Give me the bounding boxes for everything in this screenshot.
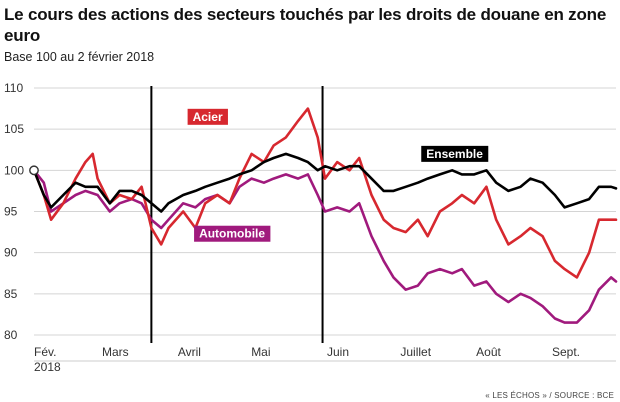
- series-line-acier: [32, 107, 618, 279]
- y-tick-label: 85: [4, 287, 18, 301]
- series-label-box: [421, 145, 489, 162]
- x-tick-label: 2018: [34, 360, 61, 374]
- base-markers: [29, 165, 39, 176]
- series-labels: Acier Ensemble Automobile: [187, 108, 489, 242]
- y-tick-label: 80: [4, 328, 18, 342]
- series-label-automobile: Automobile: [194, 225, 271, 242]
- chart-title: Le cours des actions des secteurs touché…: [4, 5, 607, 45]
- axes: 80 85 90 95 100 105 110 Fév.2018 Mars Avril Mai Jui…: [4, 81, 616, 374]
- series-lines: [32, 107, 618, 324]
- x-tick-label: Juin: [327, 345, 349, 359]
- x-tick-label: Sept.: [552, 345, 580, 359]
- event-lines: [150, 86, 324, 343]
- y-tick-label: 100: [4, 163, 24, 177]
- series-line-ensemble: [32, 152, 618, 213]
- series-label-ensemble: Ensemble: [421, 145, 489, 162]
- x-tick-label: Mars: [102, 345, 129, 359]
- source-note: « LES ÉCHOS » / SOURCE : BCE: [485, 391, 614, 400]
- x-tick-label: Avril: [178, 345, 201, 359]
- y-tick-label: 105: [4, 122, 24, 136]
- series-line-automobile: [32, 169, 618, 324]
- series-label-box: [194, 225, 271, 242]
- x-tick-label: Fév.: [34, 345, 56, 359]
- series-label-text: Ensemble: [426, 147, 483, 161]
- y-tick-label: 95: [4, 205, 18, 219]
- base-point-marker: [29, 165, 39, 176]
- series-label-text: Automobile: [199, 227, 265, 241]
- y-tick-label: 90: [4, 246, 18, 260]
- x-tick-label: Août: [476, 345, 501, 359]
- series-label-text: Acier: [193, 110, 223, 124]
- series-label-box: [187, 108, 228, 125]
- chart-subtitle: Base 100 au 2 février 2018: [4, 50, 155, 64]
- x-tick-label: Mai: [251, 345, 270, 359]
- y-tick-label: 110: [4, 81, 23, 95]
- x-tick-label: Juillet: [400, 345, 431, 359]
- series-label-acier: Acier: [187, 108, 228, 125]
